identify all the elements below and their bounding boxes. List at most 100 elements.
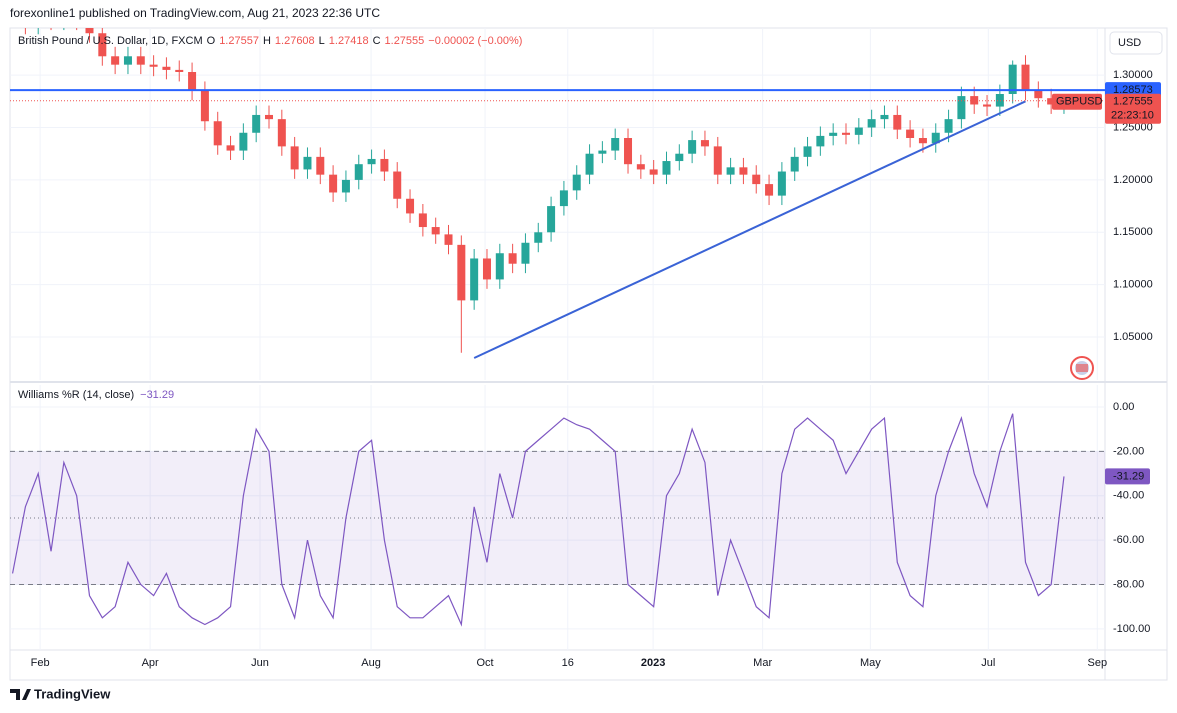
candle-body [585,153,594,175]
publish-header: forexonline1 published on TradingView.co… [10,6,380,20]
indicator-value: −31.29 [140,389,175,401]
indicator-line [11,413,1065,627]
candle-body [188,72,197,91]
candle-body [316,156,325,175]
candle-body [521,242,530,264]
candle-body [841,132,850,135]
y-tick-label: -60.00 [1113,534,1144,546]
candle-body [624,138,633,165]
y-tick-label: 1.10000 [1113,279,1153,291]
x-tick-label: Sep [1088,657,1108,669]
frame [9,27,1168,681]
tv-logo [10,689,31,700]
legend-value: 1.27608 [274,35,315,47]
legend-label: H [262,35,271,47]
x-tick-label: Feb [31,657,50,669]
legend-label: L [318,35,325,47]
candle-body [700,140,709,147]
candle-body [598,150,607,154]
candle-body [508,253,517,264]
candle-body [636,164,645,170]
indicator-legend: Williams %R (14, close) −31.29 [18,389,174,401]
candle-body [752,174,761,185]
candle-body [662,161,671,175]
candle-body [803,146,812,157]
candle-body [495,253,504,280]
candle-body [675,153,684,162]
candle-body [213,121,222,146]
candle-body [341,179,350,193]
candle-body [162,66,171,70]
y-tick-label: 1.30000 [1113,69,1153,81]
price-pane [10,28,1105,380]
change: −0.00002 (−0.00%) [428,35,523,47]
x-tick-label: May [860,657,881,669]
candle-body [136,56,145,65]
y-tick-label: -80.00 [1113,578,1144,590]
candle-body [85,28,94,34]
trend-line [473,100,1026,359]
candle-body [572,174,581,191]
candle-body [149,64,158,67]
candle-body [444,234,453,245]
last-price-label: 1.27555 [1113,96,1153,108]
x-tick-label: 2023 [641,657,665,669]
countdown: 22:23:10 [1111,110,1154,122]
y-tick-label: -100.00 [1113,623,1150,635]
currency[interactable]: USD [1118,37,1141,49]
candle-body [239,132,248,151]
candle-body [688,140,697,154]
candle-body [1021,64,1030,91]
candle-body [983,104,992,107]
candle-body [867,119,876,128]
y-tick-label: 1.15000 [1113,226,1153,238]
hline-tag-label: 1.28573 [1113,84,1153,96]
candle-body [547,206,556,233]
indicator-name: Williams %R (14, close) [18,389,135,401]
candle-body [431,227,440,235]
candle-body [713,146,722,175]
candle-body [995,94,1004,107]
indicator-tag [1105,468,1150,485]
candle-body [380,158,389,172]
indicator-pane [10,385,1105,650]
candle-body [367,158,376,165]
symbol-tag [1052,93,1102,110]
candle-body [739,167,748,175]
x-tick-label: Jun [251,657,269,669]
candle-body [200,90,209,122]
candle-body [457,244,466,301]
candle-body [252,114,261,133]
candle-body [880,114,889,120]
candle-body [777,171,786,196]
candle-body [406,198,415,214]
candle-body [123,56,132,65]
candle-body [482,258,491,280]
candle-body [470,258,479,301]
legend-value: 1.27557 [219,35,259,47]
legend-label: O [206,35,216,47]
candle-body [175,69,184,72]
y-tick-label: 1.20000 [1113,174,1153,186]
x-tick-label: Mar [753,657,772,669]
candle-body [649,169,658,175]
candle-body [98,33,107,57]
candle-body [303,156,312,170]
last-price-tag [1105,93,1161,124]
footer: TradingView [34,686,111,701]
candle-body [726,167,735,175]
x-tick-label: Jul [981,657,995,669]
candle-body [893,114,902,130]
candle-body [418,213,427,228]
currency-button[interactable] [1109,31,1163,55]
x-tick-label: Aug [361,657,381,669]
y-tick-label: -20.00 [1113,445,1144,457]
candle-body [816,135,825,147]
candle-body [765,184,774,196]
candle-body [534,232,543,243]
candle-body [1034,90,1043,99]
candle-body [1008,64,1017,94]
candle-body [906,129,915,138]
